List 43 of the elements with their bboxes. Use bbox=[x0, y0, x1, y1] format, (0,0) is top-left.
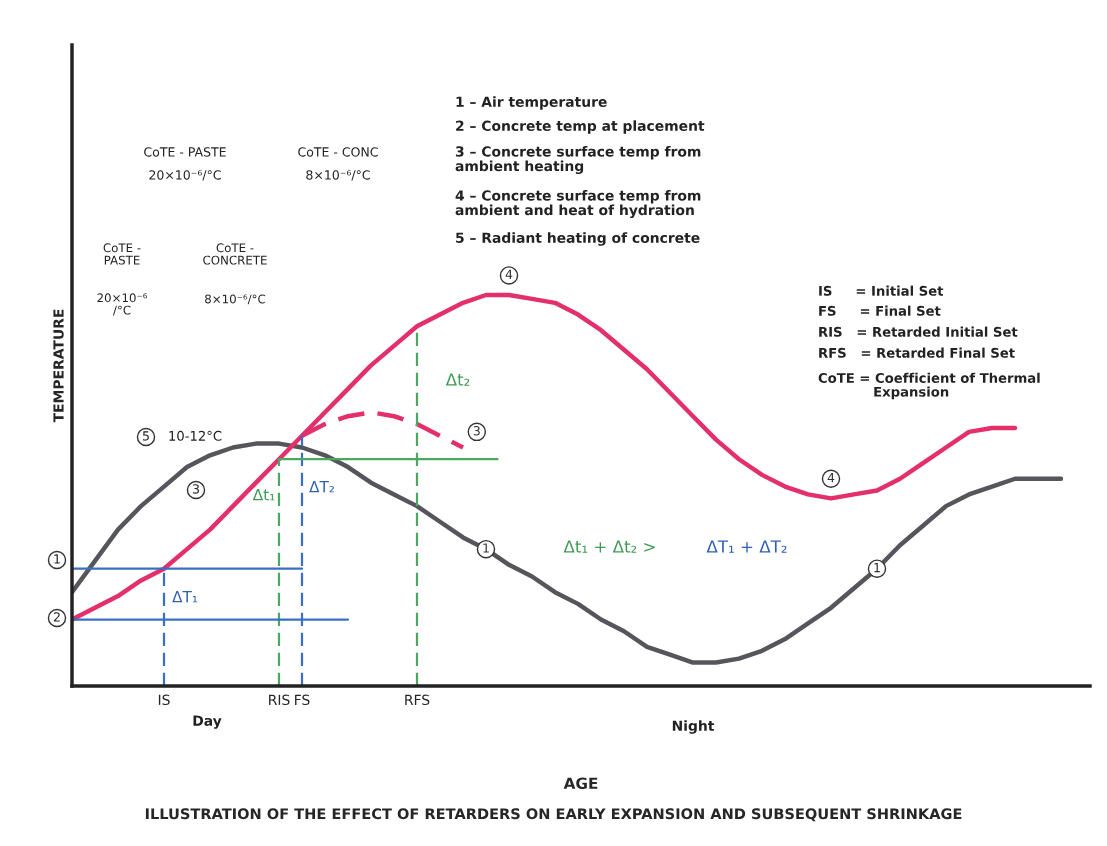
annotation: 1 bbox=[874, 563, 880, 573]
text: Day bbox=[193, 715, 222, 729]
text: CoTE - CONCRETE bbox=[203, 243, 267, 265]
text: 2 bbox=[53, 612, 60, 622]
text: 1 – Air temperature bbox=[456, 96, 607, 110]
x-axis-title: AGE bbox=[563, 777, 598, 790]
annotation: RFS = Retarded Final Set bbox=[819, 347, 1015, 358]
annotation: 8×10⁻⁶/°C bbox=[205, 294, 266, 305]
series-label: 3 bbox=[473, 426, 480, 436]
text: 4 bbox=[505, 269, 513, 279]
text: 3 – Concrete surface temp from ambient heating bbox=[455, 145, 701, 175]
text: 2 – Concrete temp at placement bbox=[456, 120, 705, 134]
text: 4 – Concrete surface temp from ambient and heat of hydration bbox=[455, 189, 701, 219]
annotation: 5 bbox=[142, 431, 149, 441]
annotation: ΔT₁ + ΔT₂ bbox=[706, 540, 787, 553]
series-label: 1 bbox=[483, 543, 489, 553]
annotation: IS = Initial Set bbox=[819, 285, 944, 296]
annotation: 3 bbox=[192, 484, 199, 494]
text: CoTE - CONC bbox=[298, 147, 378, 157]
x-tick-label: RFS bbox=[405, 694, 430, 706]
text: 8×10⁻⁶/°C bbox=[306, 170, 370, 181]
text: 20×10⁻⁶/°C bbox=[149, 170, 221, 181]
annotation: ΔT₂ bbox=[309, 481, 334, 493]
annotation: FS = Final Set bbox=[819, 305, 941, 316]
text: CoTE - PASTE bbox=[144, 147, 226, 157]
x-tick-label: IS bbox=[158, 694, 170, 706]
annotation: RIS = Retarded Initial Set bbox=[819, 326, 1018, 337]
annotation: CoTE = Coefficient of Thermal Expansion bbox=[818, 372, 1040, 400]
y-axis-title: TEMPERATURE bbox=[53, 309, 64, 423]
series-label: 4 bbox=[827, 473, 835, 483]
text: CoTE - PASTE bbox=[103, 243, 141, 265]
annotation: Δt₁ bbox=[252, 489, 275, 501]
x-tick-label: RIS bbox=[269, 694, 290, 706]
text: ILLUSTRATION OF THE EFFECT OF RETARDERS ON EARLY EXPANSION AND SUBSEQUENT SHRINKAGE bbox=[145, 808, 962, 822]
text: 5 – Radiant heating of concrete bbox=[456, 232, 700, 246]
x-tick-label: FS bbox=[295, 694, 310, 706]
annotation: 10-12°C bbox=[169, 430, 222, 441]
annotation: Δt₂ bbox=[445, 373, 470, 386]
annotation: 20×10⁻⁶ /°C bbox=[97, 293, 148, 316]
text: Night bbox=[672, 720, 715, 734]
annotation: ΔT₁ bbox=[172, 591, 198, 603]
annotation: Δt₁ + Δt₂ > bbox=[563, 540, 655, 553]
text: 1 bbox=[54, 554, 60, 564]
